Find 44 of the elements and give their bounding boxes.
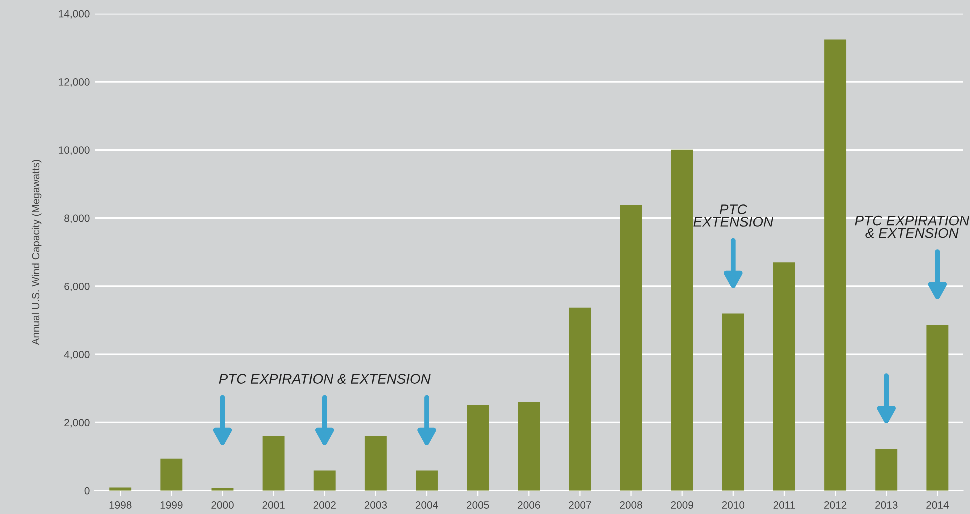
y-tick-label: 6,000 xyxy=(64,282,90,292)
x-tick-label: 1998 xyxy=(110,502,132,509)
x-tick-label: 2014 xyxy=(926,502,949,509)
x-tick-label: 2007 xyxy=(569,502,592,509)
bar xyxy=(671,150,694,491)
x-tick-label: 1999 xyxy=(160,502,183,509)
x-tick-label: 2009 xyxy=(671,502,694,509)
x-tick-label: 2005 xyxy=(467,502,490,509)
bar xyxy=(620,205,642,491)
annotation: PTC EXTENSION xyxy=(694,204,774,227)
bar xyxy=(160,458,183,491)
bar xyxy=(876,448,898,491)
y-tick-label: 10,000 xyxy=(59,146,90,156)
bar xyxy=(926,324,949,491)
annotation: PTC EXPIRATION & EXTENSION xyxy=(219,374,431,384)
bar xyxy=(262,436,285,491)
x-tick-label: 2010 xyxy=(722,502,745,509)
y-tick-label: 14,000 xyxy=(59,10,90,19)
bar xyxy=(569,308,592,491)
y-tick-label: 4,000 xyxy=(64,351,90,360)
x-tick-label: 2002 xyxy=(314,502,336,509)
bar xyxy=(824,40,847,491)
bar xyxy=(722,314,744,491)
x-tick-label: 2012 xyxy=(824,502,847,509)
bar xyxy=(416,470,438,491)
y-tick-label: 2,000 xyxy=(64,419,90,428)
bar xyxy=(773,262,796,491)
y-tick-label: 8,000 xyxy=(64,214,90,224)
y-tick-label: 0 xyxy=(84,487,90,495)
annotation: PTC EXPIRATION & EXTENSION xyxy=(855,216,970,238)
x-tick-label: 2001 xyxy=(262,502,285,509)
x-tick-label: 2004 xyxy=(416,502,438,509)
x-tick-label: 2008 xyxy=(620,502,642,509)
x-tick-label: 2003 xyxy=(364,502,388,509)
y-tick-label: 12,000 xyxy=(59,78,90,88)
x-tick-label: 2006 xyxy=(518,502,540,509)
bar xyxy=(467,405,490,491)
bar xyxy=(518,402,540,491)
bar xyxy=(314,470,336,491)
x-tick-label: 2011 xyxy=(774,502,796,509)
x-tick-label: 2000 xyxy=(212,502,234,509)
bar xyxy=(364,436,387,491)
y-axis-title: Annual U.S. Wind Capacity (Megawatts) xyxy=(32,160,42,346)
x-tick-label: 2013 xyxy=(876,502,898,509)
